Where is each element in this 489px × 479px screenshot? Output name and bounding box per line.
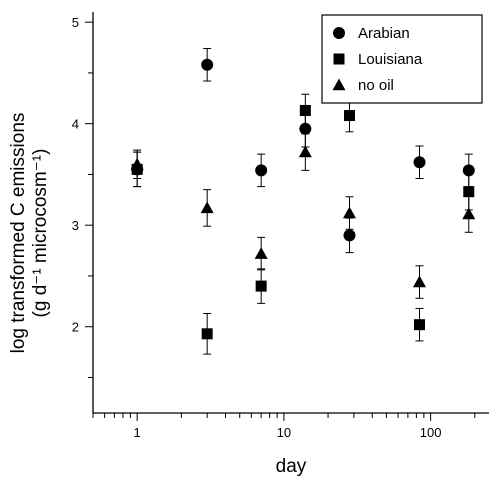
data-point-no-oil [413, 275, 427, 288]
data-point-louisiana [343, 110, 355, 122]
legend-marker-arabian [333, 27, 345, 39]
data-point-no-oil [342, 206, 356, 219]
data-point-no-oil [130, 157, 144, 170]
data-point-no-oil [298, 145, 312, 158]
x-tick-label: 10 [277, 425, 291, 440]
x-axis-title: day [276, 456, 307, 477]
data-point-arabian [299, 122, 312, 135]
data-point-no-oil [254, 247, 268, 259]
data-point-arabian [343, 229, 356, 242]
data-point-arabian [201, 58, 214, 71]
data-point-louisiana [414, 319, 426, 331]
y-axis-ticks: 2 3 4 5 [72, 15, 93, 378]
data-point-arabian [462, 164, 475, 177]
y-axis-title-line2: (g d⁻¹ microcosm⁻¹) [30, 149, 51, 318]
data-point-arabian [255, 164, 268, 177]
legend: Arabian Louisiana no oil [321, 14, 483, 104]
y-tick-label: 2 [72, 320, 79, 335]
plot-frame [92, 12, 489, 414]
y-tick-label: 3 [72, 218, 79, 233]
legend-label-louisiana: Louisiana [358, 51, 423, 68]
data-point-louisiana [255, 280, 267, 292]
x-axis-ticks: 1 10 100 [92, 413, 476, 440]
data-point-arabian [413, 156, 426, 169]
y-tick-label: 5 [72, 15, 79, 30]
data-point-no-oil [462, 207, 476, 220]
data-markers [130, 58, 476, 340]
data-point-louisiana [463, 186, 475, 198]
x-tick-label: 1 [134, 425, 141, 440]
legend-marker-no-oil [332, 78, 346, 91]
legend-marker-louisiana [333, 53, 345, 65]
y-axis-title-line1: log transformed C emissions [8, 113, 29, 354]
y-axis-title-group: log transformed C emissions (g d⁻¹ micro… [8, 113, 51, 354]
x-tick-label: 100 [420, 425, 442, 440]
legend-label-no-oil: no oil [358, 77, 394, 94]
data-point-louisiana [299, 104, 311, 116]
data-point-no-oil [200, 201, 214, 214]
legend-box [321, 14, 483, 104]
y-tick-label: 4 [72, 117, 79, 132]
legend-label-arabian: Arabian [358, 25, 410, 42]
data-point-louisiana [201, 328, 213, 340]
